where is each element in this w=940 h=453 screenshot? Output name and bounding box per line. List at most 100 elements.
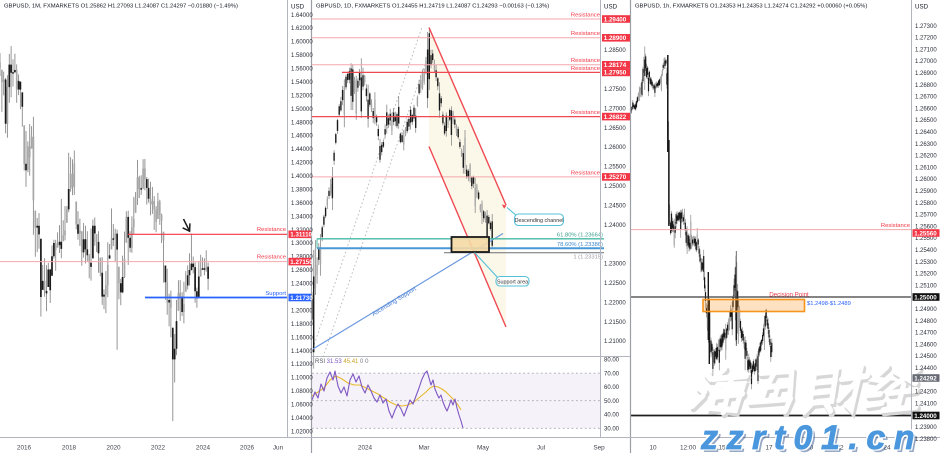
svg-text:1.40000: 1.40000 [291, 174, 313, 180]
svg-text:1.25100: 1.25100 [915, 283, 937, 289]
svg-text:12:00: 12:00 [797, 445, 813, 452]
svg-text:1.50000: 1.50000 [291, 107, 313, 113]
svg-text:1.56000: 1.56000 [291, 67, 313, 73]
svg-text:1.28900: 1.28900 [604, 35, 627, 42]
svg-text:1.24900: 1.24900 [915, 307, 937, 313]
svg-text:60.00: 60.00 [604, 385, 620, 391]
svg-text:1.27500: 1.27500 [604, 87, 626, 93]
svg-text:1.24800: 1.24800 [915, 319, 937, 325]
svg-text:2018: 2018 [62, 445, 77, 452]
svg-text:61.80% (1.23664): 61.80% (1.23664) [557, 232, 603, 238]
svg-text:1.24000: 1.24000 [291, 282, 313, 288]
svg-text:70.00: 70.00 [604, 371, 620, 377]
svg-text:1.24500: 1.24500 [915, 354, 937, 360]
svg-text:1.29400: 1.29400 [604, 16, 627, 23]
svg-text:1.24100: 1.24100 [915, 401, 937, 407]
svg-text:1.25500: 1.25500 [604, 165, 626, 171]
svg-text:1.23000: 1.23000 [604, 262, 626, 268]
svg-text:1.26300: 1.26300 [915, 142, 937, 148]
svg-text:1.25700: 1.25700 [915, 213, 937, 219]
svg-text:1.36000: 1.36000 [291, 201, 313, 207]
svg-text:2016: 2016 [17, 445, 32, 452]
svg-text:Resistance: Resistance [571, 12, 601, 18]
svg-text:1.26000: 1.26000 [604, 145, 626, 151]
svg-text:1.62000: 1.62000 [291, 26, 313, 32]
svg-text:1.08000: 1.08000 [291, 389, 313, 395]
svg-text:1.25500: 1.25500 [915, 236, 937, 242]
svg-text:1.22000: 1.22000 [604, 300, 626, 306]
svg-text:1.28000: 1.28000 [291, 255, 313, 261]
svg-text:1.16000: 1.16000 [291, 335, 313, 341]
svg-text:1.22500: 1.22500 [604, 281, 626, 287]
svg-text:1.60000: 1.60000 [291, 40, 313, 46]
svg-text:1.27950: 1.27950 [604, 70, 627, 77]
svg-text:Resistance: Resistance [571, 31, 601, 37]
svg-text:1.25400: 1.25400 [915, 248, 937, 254]
svg-text:22: 22 [836, 445, 844, 452]
svg-text:1.24700: 1.24700 [915, 331, 937, 337]
svg-text:1.26500: 1.26500 [604, 126, 626, 132]
svg-text:1.26700: 1.26700 [915, 95, 937, 101]
svg-text:Resistance: Resistance [257, 254, 287, 260]
svg-text:10: 10 [649, 445, 657, 452]
svg-text:RSI 31.53 45.41 0 0: RSI 31.53 45.41 0 0 [315, 359, 369, 365]
svg-text:30.00: 30.00 [604, 427, 620, 433]
svg-text:1.26400: 1.26400 [915, 130, 937, 136]
svg-text:24: 24 [883, 445, 891, 452]
svg-text:80.00: 80.00 [604, 358, 620, 364]
svg-text:2024: 2024 [196, 445, 211, 452]
svg-text:Descending channel: Descending channel [515, 218, 564, 224]
svg-text:1.26500: 1.26500 [915, 118, 937, 124]
svg-text:1.24200: 1.24200 [915, 390, 937, 396]
svg-text:1 (1.23315): 1 (1.23315) [573, 255, 603, 261]
svg-text:1.26822: 1.26822 [604, 114, 627, 121]
svg-text:2026: 2026 [240, 445, 255, 452]
svg-text:2024: 2024 [358, 445, 373, 452]
svg-text:1.02000: 1.02000 [291, 429, 313, 435]
svg-text:1.06000: 1.06000 [291, 403, 313, 409]
svg-text:USD: USD [291, 4, 305, 11]
svg-text:Resistance: Resistance [571, 58, 601, 64]
svg-text:1.24400: 1.24400 [915, 366, 937, 372]
svg-text:1.28174: 1.28174 [604, 62, 627, 69]
svg-text:12:00: 12:00 [680, 445, 696, 452]
svg-text:1.21500: 1.21500 [604, 320, 626, 326]
svg-text:1.48000: 1.48000 [291, 120, 313, 126]
svg-text:1.23800: 1.23800 [915, 437, 937, 443]
svg-text:40.00: 40.00 [604, 413, 620, 419]
svg-text:1.25560: 1.25560 [914, 230, 937, 237]
svg-text:Support: Support [265, 291, 286, 297]
svg-text:GBPUSD, 1M, FXMARKETS O1.25862: GBPUSD, 1M, FXMARKETS O1.25862 H1.27093 … [4, 4, 238, 10]
svg-text:1.21730: 1.21730 [290, 295, 313, 302]
svg-text:1.24000: 1.24000 [914, 413, 937, 420]
svg-text:1.25200: 1.25200 [915, 272, 937, 278]
svg-text:1.25800: 1.25800 [915, 201, 937, 207]
svg-text:USD: USD [604, 4, 618, 11]
svg-text:1.04000: 1.04000 [291, 416, 313, 422]
svg-text:1.34000: 1.34000 [291, 214, 313, 220]
svg-text:Jul: Jul [537, 445, 545, 452]
svg-text:1.46000: 1.46000 [291, 134, 313, 140]
svg-text:1.27000: 1.27000 [915, 59, 937, 65]
svg-text:1.12000: 1.12000 [291, 362, 313, 368]
svg-text:1.27100: 1.27100 [915, 47, 937, 53]
svg-text:1.23900: 1.23900 [915, 425, 937, 431]
svg-text:17: 17 [765, 445, 773, 452]
svg-text:1.24600: 1.24600 [915, 342, 937, 348]
svg-text:Jun: Jun [273, 445, 284, 452]
svg-text:1.25300: 1.25300 [915, 260, 937, 266]
svg-text:1.26600: 1.26600 [915, 106, 937, 112]
svg-text:$1.2498-$1.2489: $1.2498-$1.2489 [807, 301, 851, 307]
svg-text:Resistance: Resistance [881, 223, 911, 229]
svg-text:1.25900: 1.25900 [915, 189, 937, 195]
svg-text:Mar: Mar [418, 445, 430, 452]
svg-text:50.00: 50.00 [604, 399, 620, 405]
svg-text:1.27300: 1.27300 [915, 24, 937, 30]
svg-text:1.10000: 1.10000 [291, 376, 313, 382]
svg-text:1.26900: 1.26900 [915, 71, 937, 77]
svg-text:Resistance: Resistance [571, 66, 601, 72]
svg-text:May: May [477, 445, 490, 452]
svg-text:1.24292: 1.24292 [914, 375, 937, 382]
svg-text:78.60% (1.23386): 78.60% (1.23386) [557, 242, 603, 248]
svg-text:1.31110: 1.31110 [290, 232, 312, 239]
